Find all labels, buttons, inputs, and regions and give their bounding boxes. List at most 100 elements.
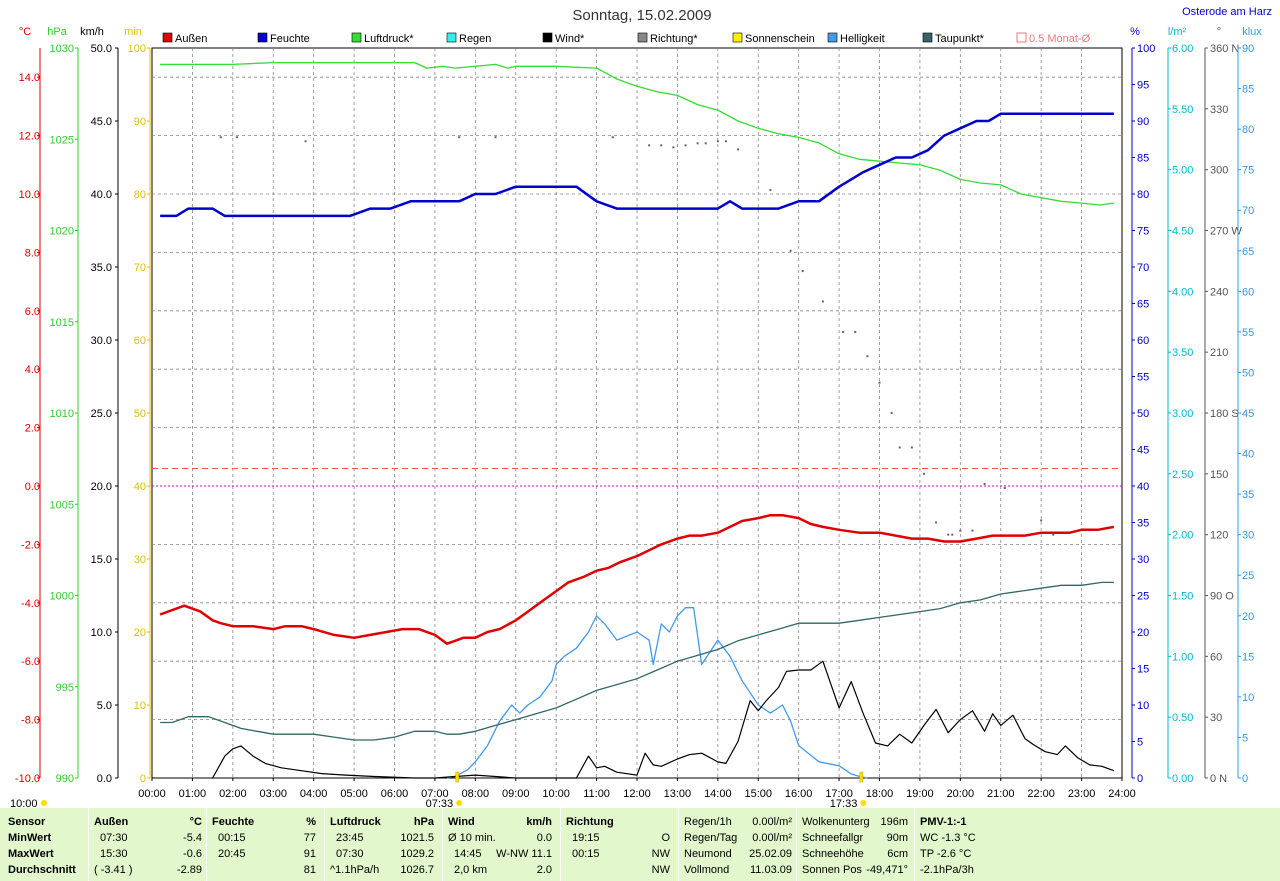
legend-label: Luftdruck* bbox=[364, 33, 414, 45]
x-tick-label: 10:00 bbox=[542, 788, 570, 800]
axis-tick-label: 55 bbox=[1242, 327, 1254, 339]
feuchte-column: Feuchte % 00:15 77 20:45 91 81 bbox=[212, 808, 316, 881]
axis-tick-label: 50 bbox=[1137, 408, 1149, 420]
luftdruck-min-time: 23:45 bbox=[336, 832, 364, 844]
legend-label: Wind* bbox=[555, 33, 585, 45]
sunset-label: 17:33 bbox=[830, 798, 858, 808]
direction-point bbox=[983, 482, 986, 485]
luftdruck-avg-value: 1026.7 bbox=[400, 864, 434, 876]
axes: °C 14.0 12.0 10.0 8.0 6.0 4.0 2.0 0.0 -2.0 -4.0 -6.… bbox=[15, 26, 1262, 800]
legend-swatch bbox=[257, 32, 268, 43]
direction-point bbox=[801, 270, 804, 273]
axis-tick-label: 0.0 bbox=[25, 481, 40, 493]
axis-tick-label: -4.0 bbox=[21, 598, 40, 610]
axis-tick-label: 6.00 bbox=[1172, 43, 1193, 55]
axis-tick-label: 30 bbox=[134, 554, 146, 566]
x-tick-label: 19:00 bbox=[906, 788, 934, 800]
neumond-label: Neumond bbox=[684, 848, 732, 860]
axis-tick-label: 50 bbox=[1242, 367, 1254, 379]
axis-tick-label: 25 bbox=[1242, 570, 1254, 582]
axis-tick-label: 180 S bbox=[1210, 408, 1239, 420]
pmv-column: PMV-1:-1 WC -1.3 °C TP -2.6 °C -2.1hPa/3… bbox=[920, 808, 1040, 881]
x-tick-label: 20:00 bbox=[947, 788, 975, 800]
direction-point bbox=[716, 140, 719, 143]
schneefallgr-value: 90m bbox=[886, 832, 908, 844]
axis-tick-label: 5 bbox=[1137, 737, 1143, 749]
wind-min-value: 0.0 bbox=[536, 832, 552, 844]
direction-point bbox=[648, 144, 651, 147]
vollmond-value: 11.03.09 bbox=[749, 864, 792, 876]
legend-swatch bbox=[732, 32, 743, 43]
grid bbox=[151, 47, 1123, 779]
axis-tick-label: 55 bbox=[1137, 372, 1149, 384]
direction-point bbox=[704, 142, 707, 145]
axis-tick-label: 30 bbox=[1137, 554, 1149, 566]
axis-tick-label: 5.50 bbox=[1172, 104, 1193, 116]
regen-1h-value: 0.00l/m² bbox=[752, 816, 792, 828]
axis-tick-label: 300 bbox=[1210, 165, 1228, 177]
axis-tick-label: 50 bbox=[134, 408, 146, 420]
axis-unit: % bbox=[1130, 26, 1140, 38]
axis-tick-label: 0 N bbox=[1210, 773, 1227, 785]
axis-tick-label: 85 bbox=[1137, 153, 1149, 165]
axis-tick-label: 10.0 bbox=[19, 189, 40, 201]
axis-unit: min bbox=[124, 26, 142, 38]
direction-point bbox=[1052, 533, 1055, 536]
axis-tick-label: 0.0 bbox=[97, 773, 112, 785]
axis-tick-label: 85 bbox=[1242, 84, 1254, 96]
legend-swatch bbox=[446, 32, 457, 43]
direction-point bbox=[951, 533, 954, 536]
axis-tick-label: 90 O bbox=[1210, 591, 1234, 603]
sonnenpos-value: -49,471° bbox=[866, 864, 908, 876]
x-tick-label: 09:00 bbox=[502, 788, 530, 800]
axis-tick-label: 3.50 bbox=[1172, 347, 1193, 359]
axis-tick-label: 25 bbox=[1137, 591, 1149, 603]
axis-tick-label: 30 bbox=[1210, 712, 1222, 724]
axis-tick-label: 90 bbox=[1242, 43, 1254, 55]
series-layer bbox=[152, 61, 1122, 779]
sunset-icon bbox=[860, 800, 867, 806]
direction-point bbox=[866, 355, 869, 358]
legend-label: Helligkeit bbox=[840, 33, 885, 45]
feuchte-min-time: 00:15 bbox=[218, 832, 246, 844]
axis-tick-label: 60 bbox=[1137, 335, 1149, 347]
axis-tick-label: 5.00 bbox=[1172, 165, 1193, 177]
axis-tick-label: 990 bbox=[56, 773, 74, 785]
x-tick-label: 08:00 bbox=[462, 788, 490, 800]
legend-swatch bbox=[351, 32, 362, 43]
axis-tick-label: 5.0 bbox=[97, 700, 112, 712]
wind-title: Wind bbox=[448, 816, 475, 828]
sun-markers: 07:33 17:33 10:00 bbox=[10, 771, 867, 808]
axis-tick-label: 70 bbox=[134, 262, 146, 274]
legend-swatch bbox=[827, 32, 838, 43]
axis-tick-label: -8.0 bbox=[21, 715, 40, 727]
axis-tick-label: 270 W bbox=[1210, 226, 1242, 238]
axis-tick-label: 40.0 bbox=[91, 189, 112, 201]
legend-swatch bbox=[542, 32, 553, 43]
x-tick-label: 24:00 bbox=[1108, 788, 1136, 800]
axis-tick-label: 240 bbox=[1210, 286, 1228, 298]
direction-point bbox=[910, 446, 913, 449]
direction-point bbox=[854, 330, 857, 333]
axis-tick-label: 1000 bbox=[50, 591, 74, 603]
axis-tick-label: 100 bbox=[128, 43, 146, 55]
axis-tick-label: 330 bbox=[1210, 104, 1228, 116]
luftdruck-max-value: 1029.2 bbox=[400, 848, 434, 860]
direction-point bbox=[1040, 519, 1043, 522]
axis-tick-label: -2.0 bbox=[21, 539, 40, 551]
axis-tick-label: 25.0 bbox=[91, 408, 112, 420]
legend: Außen Feuchte Luftdruck* Regen Wind* Richtung… bbox=[162, 32, 1091, 45]
x-tick-label: 04:00 bbox=[300, 788, 328, 800]
direction-point bbox=[789, 249, 792, 252]
aussen-max-time: 15:30 bbox=[100, 848, 128, 860]
regen-1h-label: Regen/1h bbox=[684, 816, 732, 828]
axis-tick-label: 995 bbox=[56, 682, 74, 694]
axis-tick-label: 0.00 bbox=[1172, 773, 1193, 785]
direction-point bbox=[737, 148, 740, 151]
direction-point bbox=[971, 529, 974, 532]
wind-max-time: 14:45 bbox=[454, 848, 482, 860]
aussen-column: Außen °C 07:30 -5.4 15:30 -0.6 ( -3.41 )… bbox=[94, 808, 202, 881]
direction-point bbox=[878, 381, 881, 384]
sensor-column: Sensor MinWert MaxWert Durchschnitt bbox=[8, 808, 86, 881]
axis-tick-label: 6.0 bbox=[25, 306, 40, 318]
